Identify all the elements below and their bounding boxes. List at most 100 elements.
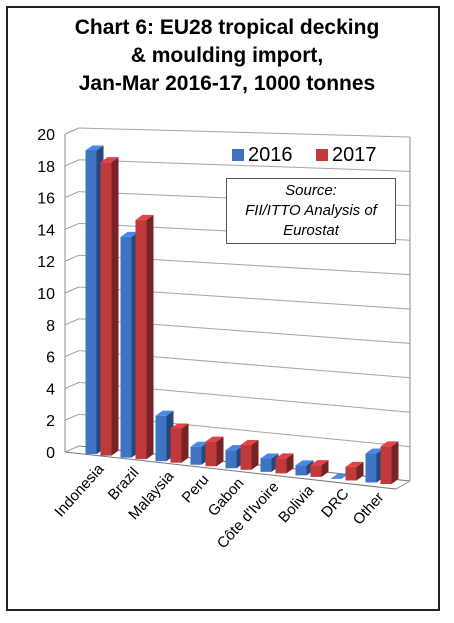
- bar-top: [295, 460, 314, 466]
- gridline-side: [64, 254, 80, 262]
- y-tick-label: 0: [46, 445, 55, 462]
- bar-side: [251, 439, 259, 470]
- gridline: [78, 127, 411, 138]
- gridline-side: [64, 222, 80, 230]
- bar-side: [391, 441, 399, 485]
- bar-front: [155, 415, 167, 462]
- bar-2017-7: [345, 461, 364, 481]
- bar-front: [365, 453, 377, 483]
- bar-top: [380, 441, 399, 447]
- legend: 2016 2017: [232, 142, 392, 170]
- bar-top: [310, 460, 329, 466]
- bar-top: [100, 157, 119, 163]
- bar-front: [85, 150, 97, 455]
- x-tick-label: Bolivia: [275, 482, 318, 527]
- gridline-side: [64, 445, 80, 453]
- legend-label-2017: 2017: [332, 143, 377, 166]
- gridline: [78, 159, 411, 172]
- bar-side: [286, 453, 294, 474]
- y-tick-label: 4: [46, 381, 55, 398]
- y-tick-label: 14: [37, 222, 55, 239]
- legend-item-2016: 2016: [232, 142, 293, 168]
- bar-2017-8: [380, 441, 399, 485]
- bar-front: [205, 441, 217, 467]
- bar-top: [120, 231, 139, 237]
- gridline-side: [64, 413, 80, 421]
- legend-label-2016: 2016: [248, 143, 293, 166]
- bar-top: [260, 453, 279, 459]
- bar-front: [170, 428, 182, 463]
- chart-frame: [6, 6, 440, 611]
- y-tick-label: 2: [46, 413, 55, 430]
- bar-2017-1: [135, 214, 154, 460]
- bar-2017-2: [170, 423, 189, 463]
- gridline-side: [64, 286, 80, 294]
- bar-side: [146, 214, 154, 460]
- bar-side: [216, 436, 224, 467]
- y-tick-label: 20: [37, 127, 55, 144]
- bar-top: [155, 410, 174, 416]
- bar-top: [345, 461, 364, 467]
- x-tick-label: Indonesia: [51, 460, 108, 520]
- bar-front: [240, 444, 252, 470]
- floor-edge: [64, 451, 397, 490]
- legend-swatch-2017: [316, 149, 328, 161]
- bar-top: [85, 145, 104, 151]
- bar-front: [345, 466, 357, 481]
- y-tick-label: 12: [37, 254, 55, 271]
- x-tick-label: Other: [350, 489, 388, 528]
- bar-2017-3: [205, 436, 224, 467]
- bar-front: [275, 458, 287, 474]
- bar-side: [111, 157, 119, 456]
- floor-side-edge: [395, 480, 411, 490]
- bar-side: [321, 460, 329, 477]
- bar-top: [135, 214, 154, 220]
- gridline-side: [64, 381, 80, 389]
- bar-front: [225, 450, 237, 469]
- bar-front: [100, 162, 112, 456]
- x-tick-label: Peru: [179, 471, 213, 506]
- y-tick-labels: 0 2 4 6 8 10 12 14 16 18 20: [37, 127, 55, 462]
- legend-item-2017: 2017: [316, 142, 377, 168]
- bar-front: [135, 219, 147, 460]
- gridline-side: [64, 191, 80, 199]
- gridline-side: [64, 318, 80, 326]
- bar-2017-5: [275, 453, 294, 474]
- y-tick-label: 6: [46, 350, 55, 367]
- chart-title: Chart 6: EU28 tropical decking & mouldin…: [74, 16, 380, 95]
- bar-2017-4: [240, 439, 259, 470]
- bar-front: [260, 458, 272, 472]
- bar-top: [240, 439, 259, 445]
- gridline-side: [64, 350, 80, 358]
- x-tick-label: DRC: [318, 485, 352, 521]
- bar-top: [330, 473, 349, 479]
- bar-2017-6: [310, 460, 329, 477]
- source-annotation-text: Source: FII/ITTO Analysis of Eurostat: [245, 182, 377, 239]
- bar-2016-7: [330, 473, 349, 479]
- bar-side: [356, 461, 364, 481]
- bar-top: [275, 453, 294, 459]
- bar-top: [225, 445, 244, 451]
- y-tick-label: 18: [37, 159, 55, 176]
- bar-front: [310, 465, 322, 477]
- bar-front: [190, 446, 202, 465]
- bar-top: [170, 423, 189, 429]
- y-tick-label: 8: [46, 318, 55, 335]
- gridline-side: [64, 127, 80, 135]
- gridline-side: [64, 159, 80, 167]
- bar-front: [380, 446, 392, 485]
- bar-top: [190, 441, 209, 447]
- bar-top: [365, 448, 384, 454]
- bar-side: [181, 423, 189, 463]
- bar-front: [295, 465, 307, 476]
- bar-front: [120, 236, 132, 458]
- source-annotation: Source: FII/ITTO Analysis of Eurostat: [226, 178, 396, 244]
- y-tick-label: 16: [37, 191, 55, 208]
- bar-top: [205, 436, 224, 442]
- bar-2017-0: [100, 157, 119, 456]
- legend-swatch-2016: [232, 149, 244, 161]
- bars-layer: [85, 145, 399, 485]
- y-tick-label: 10: [37, 286, 55, 303]
